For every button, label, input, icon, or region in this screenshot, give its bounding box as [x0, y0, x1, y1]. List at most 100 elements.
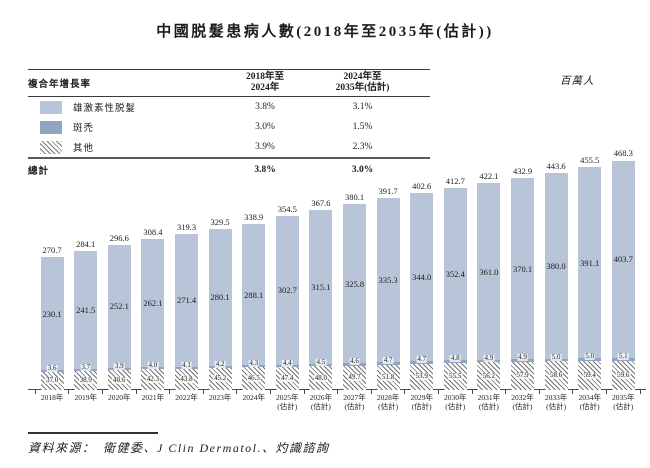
- x-axis-tick: [236, 390, 238, 394]
- bar-areata-label: 5.1: [617, 352, 629, 361]
- total-label: 總計: [28, 167, 50, 177]
- x-axis-label: 2028年 (估計): [376, 393, 400, 411]
- bar-segment-androgenetic: [74, 250, 98, 370]
- bar-others-label: 45.2: [212, 374, 228, 383]
- unit-label: 百萬人: [560, 76, 595, 87]
- x-axis-tick: [538, 390, 540, 394]
- bar-total-label: 319.3: [176, 221, 197, 232]
- bar-androgenetic-label: 380.0: [546, 260, 566, 271]
- bar-others-label: 40.6: [112, 375, 127, 384]
- x-axis-label: 2022年: [175, 393, 198, 402]
- chart-title: 中國脱髮患病人數(2018年至2035年(估計)): [156, 24, 494, 40]
- x-axis-tick: [68, 390, 70, 394]
- x-axis-label: 2026年 (估計): [309, 393, 333, 411]
- bar-total-label: 308.4: [143, 226, 163, 237]
- x-axis-tick: [102, 390, 103, 394]
- legend-label-androgenetic: 雄激素性脱髮: [73, 104, 137, 114]
- x-axis-tick: [337, 390, 339, 394]
- bar-segment-androgenetic: [309, 209, 333, 365]
- bar-segment-androgenetic: [275, 216, 299, 365]
- bar-others-label: 59.4: [582, 370, 597, 379]
- bar-others-label: 49.7: [347, 373, 362, 382]
- x-axis-label: 2031年 (估計): [477, 393, 501, 411]
- bar-areata-label: 4.8: [449, 354, 461, 363]
- x-axis-label: 2023年: [208, 393, 232, 402]
- bar-segment-androgenetic: [242, 223, 266, 366]
- x-axis-tick: [169, 390, 171, 394]
- x-axis-tick: [639, 390, 641, 394]
- bar-androgenetic-label: 403.7: [613, 254, 633, 265]
- bar-segment-androgenetic: [107, 244, 131, 369]
- bar-segment-androgenetic: [343, 203, 366, 364]
- bar-areata-label: 4.3: [248, 359, 260, 368]
- bar-total-label: 468.3: [613, 148, 633, 159]
- bar-segment-androgenetic: [208, 228, 232, 366]
- bar-androgenetic-label: 370.1: [512, 263, 533, 274]
- bar-areata-label: 4.7: [382, 356, 394, 365]
- cagr-total-value: 3.0%: [351, 164, 374, 175]
- cagr-table: 複合年增長率 2018年至 2024年 2024年至 2035年(估計) 雄激素…: [28, 69, 430, 180]
- bar-others-label: 42.3: [145, 375, 161, 384]
- bar-segment-androgenetic: [40, 257, 64, 371]
- bar-others-label: 58.6: [548, 371, 564, 380]
- legend-swatch-androgenetic-icon: [40, 100, 62, 114]
- bar-androgenetic-label: 262.1: [143, 298, 163, 309]
- x-axis-label: 2029年 (估計): [410, 393, 433, 411]
- x-axis-label: 2034年 (估計): [578, 393, 601, 411]
- bar-others-label: 48.0: [313, 373, 329, 382]
- bar-segment-androgenetic: [410, 192, 434, 362]
- cagr-table-header: 複合年增長率 2018年至 2024年 2024年至 2035年(估計): [28, 69, 430, 97]
- bar-total-label: 391.7: [378, 186, 398, 197]
- cagr-total-row: 總計 3.8% 3.0%: [28, 157, 430, 180]
- x-axis-tick: [303, 390, 305, 394]
- x-axis-tick: [404, 390, 406, 394]
- source-divider: [28, 432, 158, 434]
- x-axis-label: 2027年 (估計): [343, 393, 366, 411]
- bar-others-label: 53.9: [414, 372, 429, 381]
- x-axis-tick: [572, 390, 574, 394]
- bar-total-label: 367.6: [311, 197, 331, 208]
- bar-areata-label: 4.2: [214, 359, 226, 368]
- bar-total-label: 284.1: [76, 238, 96, 249]
- bar-total-label: 296.6: [109, 232, 129, 243]
- bar-segment-androgenetic: [443, 187, 467, 361]
- bar-androgenetic-label: 361.0: [479, 266, 499, 277]
- cagr-value: 3.8%: [255, 101, 275, 112]
- bar-androgenetic-label: 252.1: [109, 301, 129, 312]
- x-axis-tick: [370, 390, 372, 394]
- bar-segment-androgenetic: [578, 166, 602, 359]
- x-axis-tick: [202, 390, 204, 394]
- bar-areata-label: 4.5: [315, 358, 327, 367]
- cagr-value: 3.0%: [255, 121, 275, 132]
- bar-others-label: 47.4: [280, 373, 295, 382]
- bar-areata-label: 3.7: [80, 363, 92, 372]
- bar-segment-androgenetic: [175, 233, 198, 367]
- bar-total-label: 412.7: [445, 175, 465, 186]
- x-axis-label: 2025年 (估計): [276, 393, 299, 411]
- x-axis-tick: [505, 390, 507, 394]
- bar-others-label: 38.9: [78, 375, 93, 384]
- cagr-table-title: 複合年增長率: [28, 80, 92, 90]
- bar-others-label: 55.5: [448, 371, 463, 380]
- bar-androgenetic-label: 335.3: [378, 275, 398, 286]
- x-axis-label: 2019年: [74, 393, 97, 402]
- x-axis-tick: [606, 390, 607, 394]
- cagr-col-2018-2024: 2018年至 2024年: [245, 72, 284, 93]
- bar-androgenetic-label: 241.5: [76, 304, 96, 315]
- bar-others-label: 51.8: [380, 372, 396, 381]
- bar-androgenetic-label: 344.0: [412, 272, 432, 283]
- bar-areata-label: 3.9: [113, 362, 125, 371]
- bar-others-label: 59.6: [616, 370, 631, 379]
- x-axis-label: 2030年 (估計): [444, 393, 467, 411]
- legend-swatch-areata-icon: [40, 120, 62, 134]
- x-axis-tick: [135, 390, 137, 394]
- bar-areata-label: 4.4: [281, 358, 293, 367]
- bar-others-label: 43.8: [179, 374, 194, 383]
- cagr-value: 2.3%: [352, 141, 373, 152]
- bar-segment-androgenetic: [544, 172, 568, 359]
- cagr-value: 1.5%: [352, 121, 373, 132]
- bar-segment-androgenetic: [511, 177, 534, 360]
- x-axis-tick: [438, 390, 439, 394]
- bar-androgenetic-label: 315.1: [311, 282, 331, 293]
- legend-row-others: 其他 3.9% 2.3%: [28, 137, 430, 157]
